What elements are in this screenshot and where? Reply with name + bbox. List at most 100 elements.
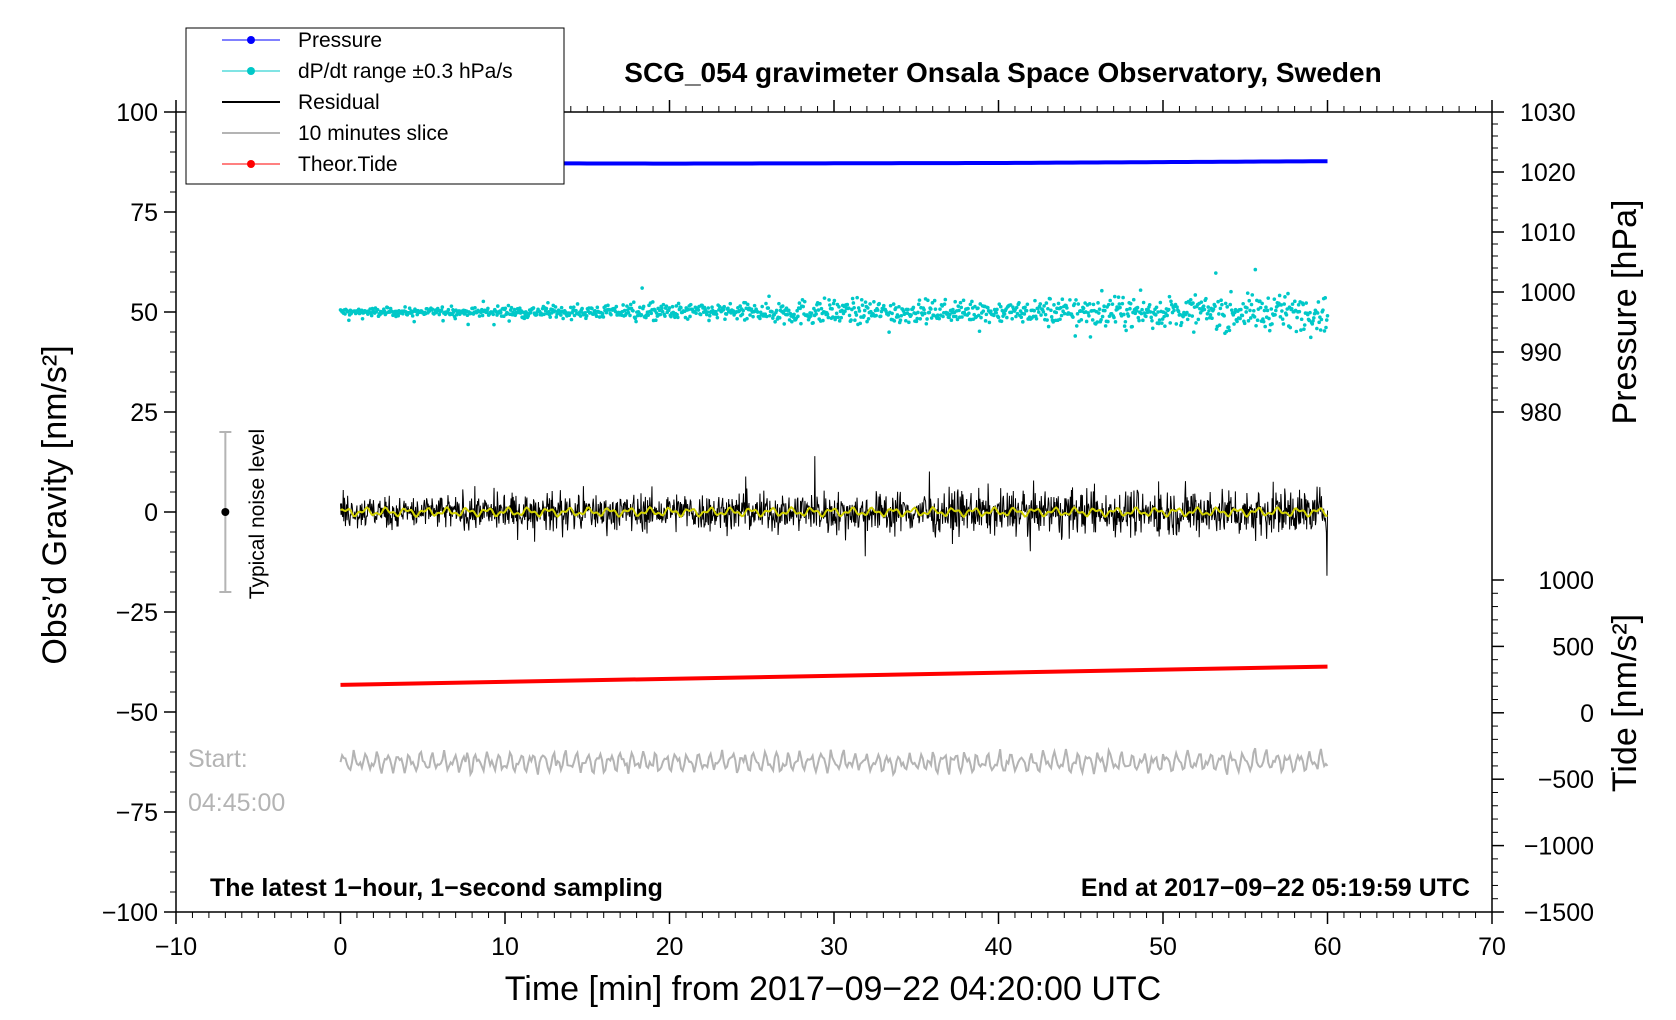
dpdt-point — [1318, 328, 1323, 332]
dpdt-point — [491, 312, 496, 317]
dpdt-point — [1294, 329, 1299, 334]
dpdt-point — [1140, 307, 1144, 312]
dpdt-point — [707, 318, 711, 323]
dpdt-point — [1175, 305, 1179, 309]
dpdt-point — [1185, 317, 1190, 322]
dpdt-point — [584, 314, 589, 318]
dpdt-point — [914, 319, 919, 324]
dpdt-point — [979, 315, 983, 320]
dpdt-point — [856, 306, 861, 310]
dpdt-point — [1280, 317, 1285, 321]
dpdt-point — [412, 319, 417, 324]
dpdt-point — [924, 321, 929, 326]
tide-tick-label: −500 — [1538, 766, 1594, 794]
tide-tick-label: −1500 — [1524, 899, 1594, 927]
dpdt-point — [827, 298, 831, 302]
dpdt-point — [1154, 305, 1159, 310]
dpdt-point — [1081, 306, 1086, 311]
dpdt-point — [1176, 309, 1181, 314]
tide-tick-label: 0 — [1580, 700, 1594, 728]
dpdt-point — [660, 306, 664, 311]
dpdt-series-points — [338, 267, 1330, 340]
dpdt-point — [1316, 300, 1321, 304]
dpdt-point — [1311, 319, 1315, 323]
dpdt-point — [507, 319, 511, 323]
dpdt-point — [707, 313, 712, 318]
dpdt-point — [1095, 320, 1100, 324]
dpdt-point — [845, 302, 850, 307]
dpdt-point — [721, 308, 726, 312]
dpdt-point — [1131, 297, 1136, 302]
dpdt-point — [1301, 302, 1305, 307]
dpdt-point — [601, 315, 606, 319]
dpdt-point — [670, 304, 675, 309]
dpdt-point — [1116, 295, 1121, 299]
dpdt-point — [1110, 302, 1115, 306]
dpdt-point — [1286, 291, 1290, 296]
dpdt-point — [446, 307, 451, 312]
dpdt-point — [866, 306, 870, 310]
dpdt-point — [767, 313, 772, 318]
dpdt-point — [590, 306, 594, 311]
tide-tick-label: −1000 — [1524, 833, 1594, 861]
dpdt-point — [1068, 298, 1072, 302]
dpdt-point — [694, 311, 698, 316]
dpdt-point — [385, 305, 390, 310]
dpdt-point — [755, 310, 760, 314]
dpdt-point — [1049, 308, 1053, 313]
dpdt-point — [836, 315, 840, 320]
dpdt-point — [970, 299, 974, 304]
dpdt-point — [1196, 317, 1201, 322]
dpdt-point — [943, 297, 948, 302]
dpdt-point — [1194, 321, 1198, 325]
dpdt-point — [898, 318, 903, 323]
dpdt-point — [915, 316, 919, 321]
dpdt-point — [1321, 308, 1325, 312]
dpdt-point — [1265, 308, 1270, 313]
dpdt-point — [506, 303, 511, 308]
dpdt-point — [995, 307, 999, 312]
dpdt-point — [809, 311, 814, 316]
dpdt-point — [1304, 301, 1309, 305]
dpdt-point — [1188, 297, 1193, 302]
dpdt-point — [968, 302, 973, 307]
dpdt-point — [1204, 316, 1209, 321]
dpdt-point — [1214, 271, 1218, 275]
dpdt-point — [825, 312, 830, 317]
dpdt-point — [631, 308, 635, 313]
dpdt-point — [663, 314, 667, 318]
dpdt-point — [1074, 324, 1079, 328]
dpdt-point — [1117, 302, 1122, 306]
dpdt-point — [1266, 296, 1271, 300]
dpdt-point — [1157, 318, 1162, 322]
dpdt-point — [916, 310, 920, 315]
dpdt-point — [922, 307, 926, 312]
dpdt-point — [1122, 324, 1127, 328]
dpdt-point — [594, 314, 599, 319]
dpdt-point — [1262, 308, 1267, 313]
x-tick-label: −10 — [155, 933, 197, 961]
dpdt-point — [866, 316, 871, 321]
dpdt-point — [828, 303, 832, 307]
dpdt-point — [726, 306, 730, 311]
dpdt-point — [929, 307, 933, 311]
pressure-axis: 1030 1020 1010 1000 990 980 — [1492, 99, 1576, 427]
dpdt-point — [1201, 304, 1206, 308]
dpdt-point — [600, 311, 605, 316]
dpdt-point — [851, 301, 856, 305]
dpdt-point — [1226, 325, 1231, 329]
dpdt-point — [813, 309, 818, 313]
dpdt-point — [1235, 319, 1239, 324]
dpdt-point — [593, 308, 597, 313]
dpdt-point — [1065, 306, 1069, 310]
dpdt-point — [925, 317, 929, 321]
dpdt-point — [1244, 310, 1248, 314]
dpdt-point — [1248, 316, 1253, 320]
dpdt-point — [830, 307, 834, 311]
dpdt-point — [728, 301, 733, 306]
dpdt-point — [954, 314, 958, 319]
dpdt-point — [640, 286, 644, 290]
dpdt-point — [477, 314, 482, 318]
dpdt-point — [998, 304, 1003, 309]
